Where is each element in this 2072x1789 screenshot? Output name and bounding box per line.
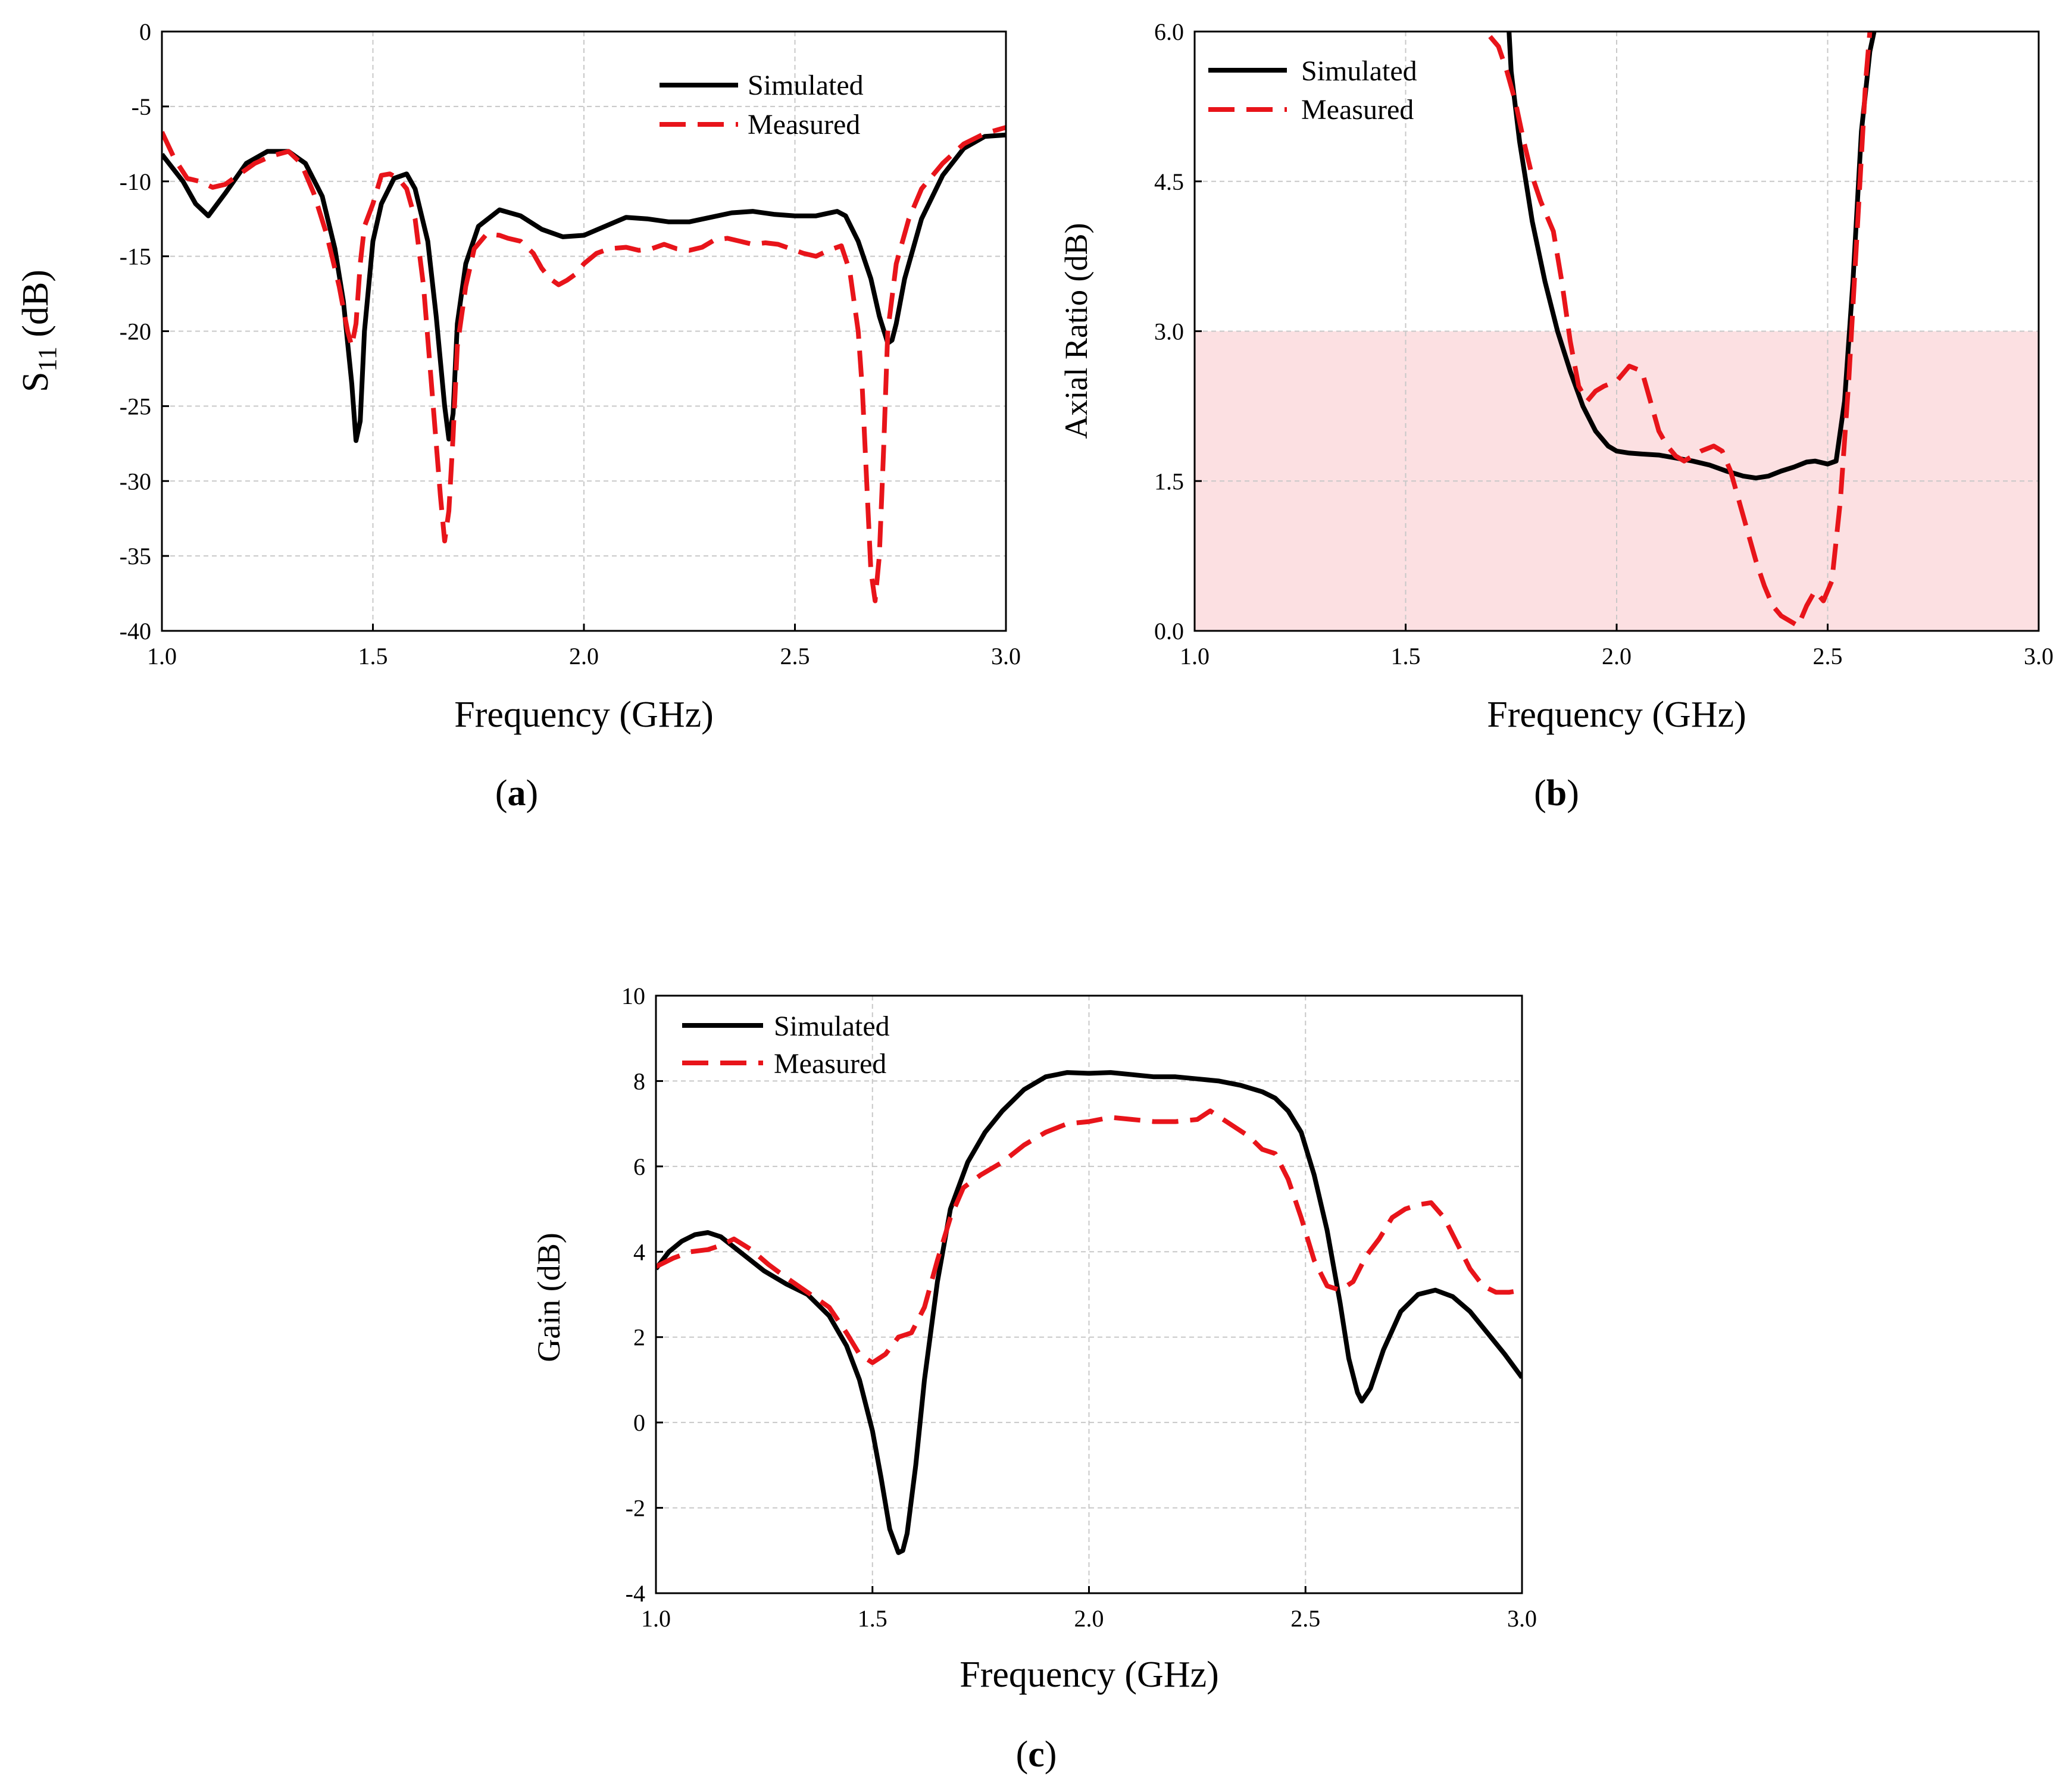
panel-a-s11-chart: 1.0 1.5 2.0 2.5 3.00-5-10-15-20-25-30-35-40 …: [15, 18, 1021, 814]
panel-c-y-tick-label: 8: [633, 1068, 645, 1094]
panel-c-x-tick-label: 1.5: [858, 1605, 887, 1632]
panel-c-y-tick-label: 10: [621, 983, 645, 1009]
panel-b-ticks: 1.0 1.5 2.0 2.5 3.0 0.0 1.5 3.0 4.5 6.0: [1154, 18, 2054, 670]
panel-a-legend-simulated-label: Simulated: [748, 70, 864, 101]
panel-c-ticks: 1.0 1.5 2.0 2.5 3.0 10 8 6 4 2 0 -2 -4: [621, 983, 1537, 1632]
panel-b-y-tick-label: 0.0: [1154, 618, 1184, 645]
panel-c-y-tick-label: 0: [633, 1409, 645, 1436]
panel-a-legend-measured-label: Measured: [748, 109, 860, 140]
panel-a-label: (a): [495, 773, 538, 814]
panel-c-series-simulated-line: [656, 1070, 1522, 1555]
panel-a-y-tick-label: -30: [120, 468, 151, 495]
panel-c-y-tick-label: 4: [633, 1238, 645, 1265]
panel-b-x-tick-label: 2.0: [1602, 643, 1632, 670]
panel-b-legend-simulated-label: Simulated: [1301, 55, 1417, 87]
panel-a-y-axis-title-sub: 11: [33, 346, 62, 371]
panel-a-y-axis-title-main: S: [15, 372, 56, 392]
panel-c-label: (c): [1016, 1734, 1057, 1775]
panel-c-y-axis-title: Gain (dB): [531, 1233, 567, 1362]
panel-b-y-tick-label: 6.0: [1154, 18, 1184, 45]
panel-b-legend: Simulated Measured: [1208, 55, 1417, 126]
panel-a-series-simulated-line: [162, 132, 1006, 443]
panel-c-y-tick-label: -2: [626, 1495, 645, 1522]
panel-b-x-tick-label: 1.0: [1180, 643, 1210, 670]
panel-a-label-letter: a: [508, 773, 526, 814]
panel-c-series: [656, 1070, 1522, 1555]
panel-b-y-tick-label: 1.5: [1154, 468, 1184, 495]
panel-a-legend: Simulated Measured: [660, 70, 864, 140]
panel-a-y-tick-label: -20: [120, 318, 151, 345]
panel-b-legend-measured-label: Measured: [1301, 94, 1414, 126]
panel-a-y-tick-label: -15: [120, 243, 151, 270]
panel-a-x-axis-title: Frequency (GHz): [454, 695, 714, 735]
panel-b-x-axis-title: Frequency (GHz): [1487, 695, 1746, 735]
panel-c-legend: Simulated Measured: [682, 1011, 890, 1080]
panel-c-gain-chart: 1.0 1.5 2.0 2.5 3.0 10 8 6 4 2 0 -2 -4 Simulated Mea…: [531, 983, 1537, 1775]
panel-c-x-tick-label: 2.5: [1290, 1605, 1320, 1632]
panel-a-y-axis-title: S11 (dB): [15, 270, 62, 392]
panel-c-x-tick-label: 1.0: [641, 1605, 671, 1632]
panel-b-label-letter: b: [1546, 773, 1567, 814]
panel-a-y-tick-label: -35: [120, 543, 151, 570]
panel-a-x-tick-label: 1.0: [147, 643, 177, 670]
panel-a-series: [162, 125, 1006, 603]
panel-a-y-tick-label: -10: [120, 168, 151, 195]
panel-c-x-tick-label: 3.0: [1507, 1605, 1537, 1632]
panel-a-series-measured-line: [162, 125, 1006, 603]
panel-b-x-tick-label: 3.0: [2024, 643, 2054, 670]
panel-a-y-tick-label: 0: [139, 18, 151, 45]
panel-b-y-tick-label: 3.0: [1154, 318, 1184, 345]
panel-a-x-tick-label: 1.5: [358, 643, 388, 670]
panel-b-axial-ratio-chart: 1.0 1.5 2.0 2.5 3.0 0.0 1.5 3.0 4.5 6.0 Simulated…: [1058, 18, 2054, 814]
panel-b-grid: [1195, 32, 2039, 631]
panel-b-y-tick-label: 4.5: [1154, 168, 1184, 195]
panel-a-y-axis-title-rest: (dB): [15, 270, 56, 346]
panel-c-legend-simulated-label: Simulated: [774, 1011, 890, 1042]
panel-a-ticks: 1.0 1.5 2.0 2.5 3.0 0 -5 -10 -15 -20 -25 -30 -35 -40: [120, 18, 1021, 670]
panel-b-label: (b): [1534, 773, 1579, 814]
panel-a-x-tick-label: 2.5: [780, 643, 810, 670]
panel-c-y-tick-label: -4: [626, 1580, 645, 1607]
panel-c-x-tick-label: 2.0: [1074, 1605, 1104, 1632]
panel-b-y-axis-title: Axial Ratio (dB): [1058, 223, 1094, 439]
panel-c-series-measured-line: [656, 1108, 1522, 1365]
panel-a-x-tick-label: 2.0: [569, 643, 599, 670]
panel-c-legend-measured-label: Measured: [774, 1048, 886, 1080]
panel-a-x-tick-label: 3.0: [991, 643, 1021, 670]
panel-b-series: [1488, 32, 1877, 628]
panel-a-y-tick-label: -25: [120, 393, 151, 420]
panel-b-x-tick-label: 1.5: [1391, 643, 1421, 670]
panel-c-plot-frame: [655, 994, 1523, 1594]
panel-b-series-measured-line: [1488, 32, 1873, 628]
panel-a-y-tick-label: -40: [120, 618, 151, 645]
panel-c-grid: [656, 996, 1522, 1593]
panel-c-label-letter: c: [1028, 1734, 1045, 1775]
panel-b-x-tick-label: 2.5: [1813, 643, 1843, 670]
panel-a-y-tick-label: -5: [132, 93, 151, 120]
panel-c-y-tick-label: 6: [633, 1153, 645, 1180]
panel-c-x-axis-title: Frequency (GHz): [960, 1654, 1219, 1695]
panel-b-series-simulated-line: [1507, 32, 1877, 481]
panel-c-y-tick-label: 2: [633, 1324, 645, 1351]
